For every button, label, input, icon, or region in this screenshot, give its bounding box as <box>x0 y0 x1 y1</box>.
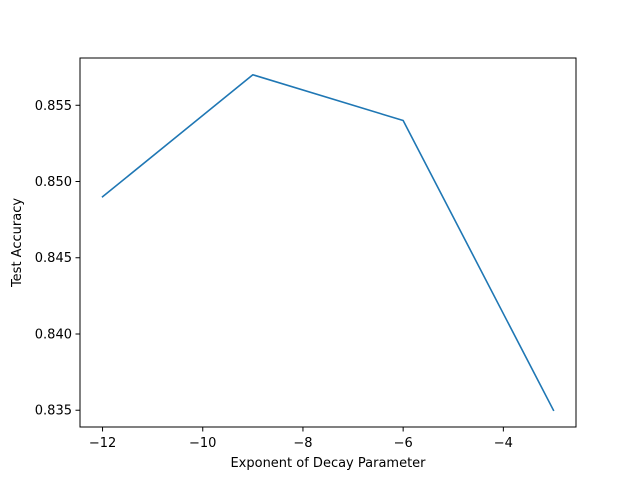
series-line <box>101 73 555 412</box>
x-tick-label: −4 <box>494 436 513 451</box>
x-axis-label: Exponent of Decay Parameter <box>230 456 426 471</box>
y-tick-label: 0.845 <box>35 251 72 266</box>
plot-area-frame <box>79 57 577 428</box>
y-tick-label: 0.840 <box>35 327 72 342</box>
x-tick-label: −12 <box>89 436 116 451</box>
x-tick-label: −6 <box>394 436 413 451</box>
y-tick-label: 0.835 <box>35 404 72 419</box>
y-tick-label: 0.855 <box>35 99 72 114</box>
y-tick-label: 0.850 <box>35 175 72 190</box>
y-axis-ticks: 0.835 0.840 0.845 0.850 0.855 <box>35 99 80 419</box>
x-tick-label: −10 <box>189 436 216 451</box>
y-axis-label: Test Accuracy <box>10 198 25 288</box>
x-axis-ticks: −12 −10 −8 −6 −4 <box>89 427 513 451</box>
x-tick-label: −8 <box>293 436 312 451</box>
series-layer <box>101 73 555 412</box>
